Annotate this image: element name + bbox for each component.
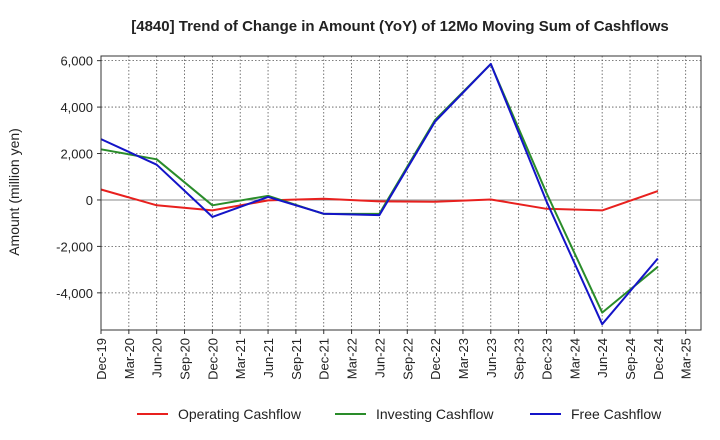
y-tick-label: -2,000 [56,239,93,254]
plot-border [100,55,702,331]
x-tick-label: Jun-21 [261,338,276,378]
x-tick-label: Dec-20 [205,338,220,380]
series-line-free-cashflow [100,62,659,326]
series-line-operating-cashflow [100,188,659,212]
grid-x [100,56,687,330]
series-lines [100,62,659,326]
x-tick-label: Mar-25 [679,338,694,379]
x-tick-label: Dec-22 [428,338,443,380]
x-tick-label: Sep-23 [512,338,527,380]
plot-background [101,56,701,330]
legend-label-free-cashflow: Free Cashflow [571,406,662,422]
x-tick-label: Dec-24 [651,338,666,380]
x-tick-label: Jun-20 [150,338,165,378]
x-tick-label: Mar-22 [345,338,360,379]
x-tick-label: Sep-21 [289,338,304,380]
x-tick-label: Dec-23 [539,338,554,380]
x-tick-label: Mar-20 [122,338,137,379]
x-tick-label: Mar-21 [233,338,248,379]
x-tick-label: Mar-23 [456,338,471,379]
chart-title: [4840] Trend of Change in Amount (YoY) o… [131,18,669,35]
x-tick-label: Dec-19 [94,338,109,380]
x-tick-label: Jun-24 [595,338,610,378]
y-tick-label: 4,000 [60,100,93,115]
legend: Operating Cashflow Investing Cashflow Free… [137,406,662,422]
plot-area [100,55,702,331]
y-axis: 6,000 4,000 2,000 0 -2,000 -4,000 [56,54,101,301]
legend-label-operating-cashflow: Operating Cashflow [178,406,302,422]
x-tick-label: Dec-21 [317,338,332,380]
x-tick-label: Jun-23 [484,338,499,378]
y-tick-label: 6,000 [60,54,93,69]
y-tick-label: -4,000 [56,286,93,301]
x-tick-label: Mar-24 [567,338,582,379]
x-tick-label: Sep-20 [178,338,193,380]
x-axis: Dec-19 Mar-20 Jun-20 Sep-20 Dec-20 Mar-21 Jun-… [94,330,694,380]
x-tick-label: Jun-22 [372,338,387,378]
y-tick-label: 0 [86,193,93,208]
x-tick-label: Sep-24 [623,338,638,380]
x-tick-label: Sep-22 [400,338,415,380]
y-axis-label: Amount (million yen) [6,128,22,256]
legend-label-investing-cashflow: Investing Cashflow [376,406,494,422]
y-tick-label: 2,000 [60,147,93,162]
